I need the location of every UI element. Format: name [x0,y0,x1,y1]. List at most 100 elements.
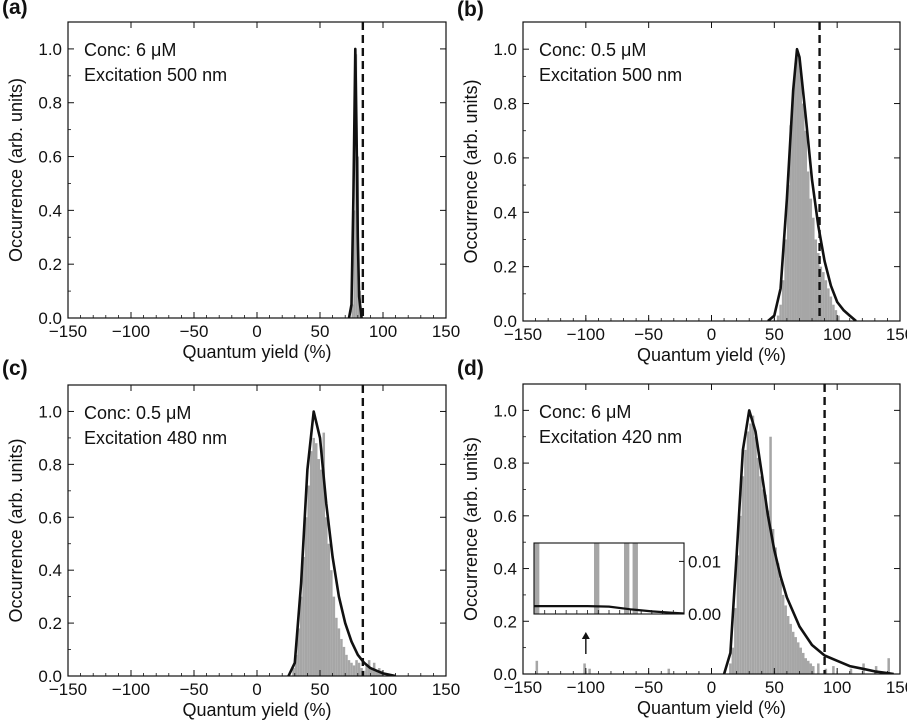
histogram-bar [794,62,797,321]
annotation-line: Excitation 420 nm [539,427,682,447]
histogram-bar [741,476,745,674]
histogram-bar [746,431,750,674]
histogram-bar [789,623,792,674]
annotation-line: Conc: 6 μM [539,402,631,422]
annotation-line: Excitation 500 nm [539,65,682,85]
histogram-bar [781,594,785,674]
x-tick-label: −150 [504,325,542,344]
histogram-bar [849,668,853,674]
histogram-bar [736,555,740,674]
y-tick-label: 0.6 [38,508,62,527]
histogram-bar [799,647,802,674]
histogram-bar [774,547,777,674]
x-tick-label: 150 [432,680,460,699]
fit-curve [347,47,363,318]
histogram-bar [292,668,295,676]
histogram-bar [309,451,313,676]
histogram-bar [837,315,840,321]
histogram-bar [312,437,315,676]
x-axis-label: Quantum yield (%) [182,700,331,720]
histogram-bar [779,304,782,321]
inset-bar [632,543,638,614]
histogram-bar [588,668,591,674]
y-tick-label: 0.0 [38,667,62,686]
histogram-bar [365,665,368,676]
x-tick-label: 100 [823,678,851,697]
histogram-bar [345,654,348,676]
histogram-bar [353,210,356,318]
histogram-bar [804,130,808,321]
y-tick-label: 1.0 [493,401,517,420]
histogram-bar [799,70,802,321]
histogram-bar [332,596,336,676]
histogram-bar [809,198,813,321]
y-tick-label: 0.2 [493,612,517,631]
x-tick-label: −150 [504,678,542,697]
histogram-bar [360,668,363,676]
annotation-line: Conc: 6 μM [84,40,176,60]
x-tick-label: −50 [634,678,663,697]
histogram-bar [370,668,373,676]
histogram-bar [307,485,310,676]
histogram-bar [754,436,757,674]
y-axis-label: Occurrence (arb. units) [461,79,481,263]
x-tick-label: 150 [886,678,907,697]
histogram-bar [734,608,737,674]
histogram-bar [779,579,782,674]
histogram-bar [667,668,671,674]
y-tick-label: 0.4 [38,201,62,220]
annotation-line: Conc: 0.5 μM [84,403,191,423]
histogram-bar [756,457,760,674]
panel-label: (d) [457,357,484,380]
histogram-bar [744,449,747,674]
histogram-bar [791,89,795,321]
histogram-bar [337,628,341,676]
histogram-bar [362,670,366,676]
x-tick-label: 0 [707,325,716,344]
y-tick-label: 0.2 [38,255,62,274]
y-tick-label: 0.2 [493,258,517,277]
histogram-bar [322,432,326,676]
histogram-bar [769,436,772,674]
histogram-bar [824,280,828,321]
inset-bar [534,543,540,614]
panel-c: −150 −100 −50 0 50 100 150 0.0 0.2 0.4 0.6 0.8 1.0 Qu… [2,357,460,720]
histogram-bar [809,663,813,674]
histogram-bar [330,570,333,676]
histogram [535,415,890,674]
histogram-bar [817,253,820,321]
inset-y-tick-label: 0.01 [688,552,721,571]
x-tick-label: −50 [180,322,209,341]
y-tick-label: 1.0 [493,40,517,59]
histogram-bar [335,617,338,676]
x-tick-label: 50 [311,322,330,341]
histogram-bar [824,668,828,674]
y-tick-label: 0.4 [493,203,517,222]
histogram-bar [766,510,770,674]
histogram-bar [817,663,820,674]
histogram-bar [352,665,356,676]
y-tick-label: 0.8 [38,455,62,474]
x-tick-label: −100 [567,678,605,697]
histogram-bar [749,423,752,674]
histogram-bar [786,185,790,321]
y-tick-label: 0.6 [38,148,62,167]
histogram-bar [761,489,765,674]
annotation-line: Excitation 500 nm [84,65,227,85]
histogram-bar [796,642,800,674]
histogram-bar [327,543,331,676]
y-tick-label: 0.8 [493,454,517,473]
histogram-bar [375,670,378,676]
histogram-bar [320,469,323,676]
x-tick-label: 100 [823,325,851,344]
inset-bar [624,543,630,614]
inset: 0.01 0.00 [533,542,721,624]
histogram-bar [350,662,353,676]
y-tick-label: 0.4 [38,561,62,580]
histogram-bar [342,646,346,676]
x-tick-label: 0 [252,322,261,341]
histogram-bar [804,658,808,674]
histogram [292,432,383,676]
y-axis-label: Occurrence (arb. units) [6,78,26,262]
x-tick-label: 0 [252,680,261,699]
